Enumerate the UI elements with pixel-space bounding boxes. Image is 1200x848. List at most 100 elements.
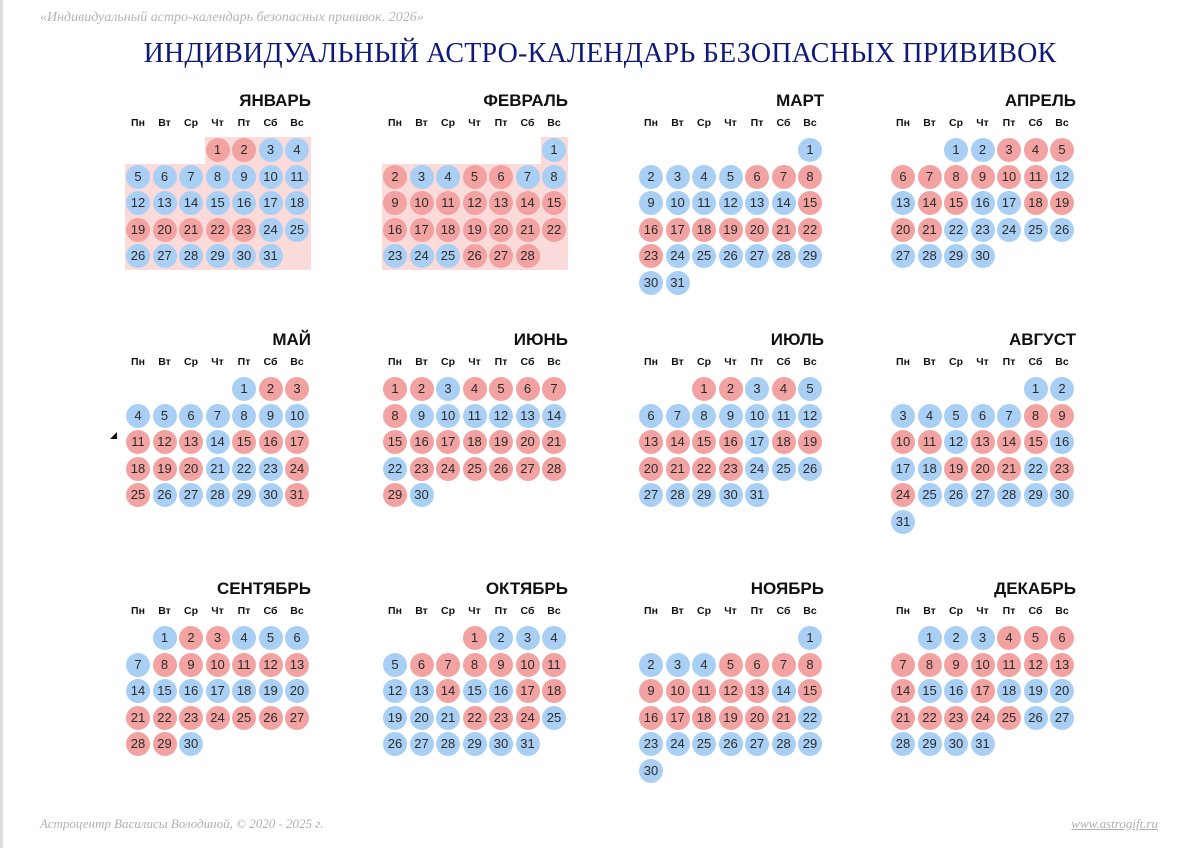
weekday-label: Ср: [949, 605, 963, 617]
day-cell: 14: [436, 679, 460, 703]
day-cell: 27: [179, 483, 203, 507]
day-cell: 19: [798, 430, 822, 454]
day-cell: 13: [639, 430, 663, 454]
weekday-label: Пн: [388, 117, 402, 129]
weekday-label: Сб: [1028, 117, 1043, 129]
day-cell: 24: [409, 244, 434, 268]
day-cell: 20: [745, 217, 769, 242]
day-cell: 8: [798, 164, 822, 189]
month-name: МАЙ: [272, 330, 311, 349]
weekday-label: Вс: [290, 356, 304, 368]
weekday-label: Пт: [494, 605, 508, 617]
weekday-label: Пт: [494, 117, 508, 129]
day-cell: 13: [285, 652, 309, 677]
day-cell: 12: [489, 403, 513, 428]
day-cell: 4: [692, 652, 716, 677]
day-cell: 10: [205, 652, 230, 677]
day-cell: 28: [997, 483, 1021, 507]
day-cell: 8: [383, 403, 407, 428]
day-cell: 14: [126, 679, 150, 703]
weekday-label: Чт: [724, 117, 737, 129]
day-cell: 5: [1023, 626, 1048, 650]
day-cell: 10: [515, 652, 540, 677]
day-cell: 26: [383, 732, 407, 756]
day-cell: 21: [542, 430, 566, 454]
day-cell: 24: [997, 217, 1021, 242]
day-cell: 12: [152, 430, 177, 454]
day-cell: 11: [1023, 164, 1048, 189]
day-cell: 28: [436, 732, 460, 756]
day-cell: 25: [692, 244, 716, 268]
day-cell: 21: [771, 705, 796, 730]
day-cell: 13: [489, 191, 513, 215]
weekday-label: Чт: [211, 117, 224, 129]
day-cell: 12: [1050, 164, 1074, 189]
weekday-label: Чт: [468, 356, 481, 368]
weekday-label: Пн: [131, 605, 145, 617]
day-cell: 21: [891, 705, 915, 730]
day-cell: 5: [383, 652, 407, 677]
weekday-label: Ср: [697, 356, 711, 368]
day-cell: 27: [970, 483, 995, 507]
day-cell: 16: [232, 191, 256, 215]
day-cell: 6: [409, 652, 434, 677]
day-cell: 22: [944, 217, 968, 242]
weekday-label: Сб: [520, 117, 535, 129]
day-cell: 24: [970, 705, 995, 730]
day-cell: 19: [462, 217, 487, 242]
day-cell: 11: [917, 430, 942, 454]
weekday-label: Вт: [671, 605, 684, 617]
day-cell: 15: [232, 430, 256, 454]
day-cell: 31: [515, 732, 540, 756]
day-cell: 10: [285, 403, 309, 428]
day-cell: 27: [1050, 705, 1074, 730]
weekday-label: Вт: [671, 356, 684, 368]
day-cell: 5: [462, 164, 487, 189]
weekday-label: Пт: [237, 605, 251, 617]
day-cell: 22: [462, 705, 487, 730]
day-cell: 7: [771, 652, 796, 677]
day-cell: 27: [639, 483, 663, 507]
weekday-label: Вс: [290, 117, 304, 129]
weekday-label: Чт: [211, 356, 224, 368]
month-name: ИЮНЬ: [513, 330, 568, 349]
day-cell: 18: [436, 217, 460, 242]
day-cell: 16: [718, 430, 743, 454]
weekday-label: Вс: [547, 605, 561, 617]
weekday-label: Сб: [1028, 356, 1043, 368]
weekday-label: Сб: [1028, 605, 1043, 617]
day-cell: 8: [917, 652, 942, 677]
day-cell: 16: [489, 679, 513, 703]
day-cell: 4: [692, 164, 716, 189]
day-cell: 11: [436, 191, 460, 215]
day-cell: 20: [489, 217, 513, 242]
day-cell: 16: [1050, 430, 1074, 454]
weekday-label: Вс: [1055, 356, 1069, 368]
day-cell: 3: [515, 626, 540, 650]
page-title: ИНДИВИДУАЛЬНЫЙ АСТРО-КАЛЕНДАРЬ БЕЗОПАСНЫ…: [143, 38, 1057, 69]
day-cell: 21: [205, 456, 230, 481]
footer-website-link[interactable]: www.astrogift.ru: [1071, 816, 1158, 831]
day-cell: 6: [1050, 626, 1074, 650]
weekday-label: Пт: [1002, 605, 1016, 617]
day-cell: 31: [891, 509, 915, 534]
day-cell: 25: [997, 705, 1021, 730]
day-cell: 26: [944, 483, 968, 507]
day-cell: 29: [462, 732, 487, 756]
weekday-label: Ср: [441, 605, 455, 617]
day-cell: 24: [665, 244, 690, 268]
day-cell: 30: [232, 244, 256, 268]
day-cell: 10: [409, 191, 434, 215]
day-cell: 10: [258, 164, 283, 189]
day-cell: 2: [718, 377, 743, 401]
month-name: АПРЕЛЬ: [1004, 91, 1076, 110]
day-cell: 21: [997, 456, 1021, 481]
day-cell: 7: [997, 403, 1021, 428]
day-cell: 16: [639, 217, 663, 242]
day-cell: 15: [383, 430, 407, 454]
day-cell: 6: [179, 403, 203, 428]
day-cell: 7: [179, 164, 203, 189]
day-cell: 18: [997, 679, 1021, 703]
day-cell: 19: [126, 217, 150, 242]
day-cell: 20: [152, 217, 177, 242]
